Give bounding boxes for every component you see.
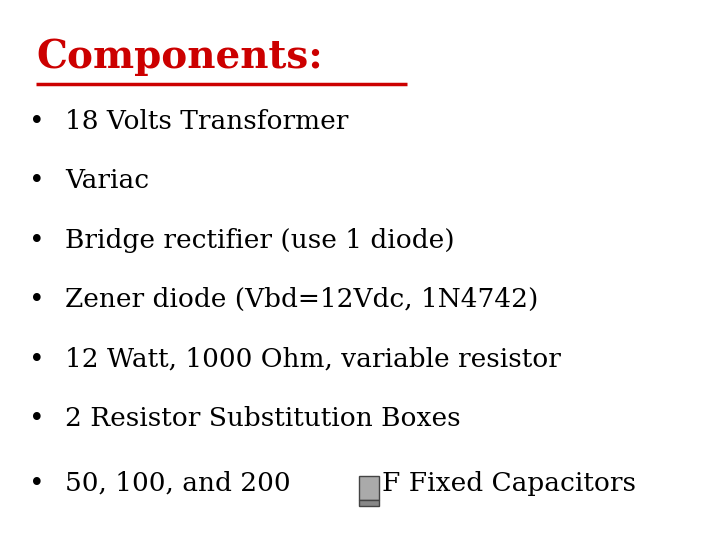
Text: •: • [29, 228, 45, 253]
Text: •: • [29, 168, 45, 193]
Text: 12 Watt, 1000 Ohm, variable resistor: 12 Watt, 1000 Ohm, variable resistor [65, 347, 561, 372]
Text: •: • [29, 109, 45, 134]
Text: F Fixed Capacitors: F Fixed Capacitors [382, 471, 636, 496]
Text: Variac: Variac [65, 168, 149, 193]
Text: 50, 100, and 200: 50, 100, and 200 [65, 471, 299, 496]
Text: •: • [29, 406, 45, 431]
Text: •: • [29, 471, 45, 496]
Text: Components:: Components: [36, 38, 323, 76]
FancyBboxPatch shape [359, 500, 379, 506]
Text: 2 Resistor Substitution Boxes: 2 Resistor Substitution Boxes [65, 406, 460, 431]
Text: Bridge rectifier (use 1 diode): Bridge rectifier (use 1 diode) [65, 228, 454, 253]
FancyBboxPatch shape [359, 476, 379, 500]
Text: 18 Volts Transformer: 18 Volts Transformer [65, 109, 348, 134]
Text: Zener diode (Vbd=12Vdc, 1N4742): Zener diode (Vbd=12Vdc, 1N4742) [65, 287, 538, 312]
Text: •: • [29, 287, 45, 312]
Text: •: • [29, 347, 45, 372]
